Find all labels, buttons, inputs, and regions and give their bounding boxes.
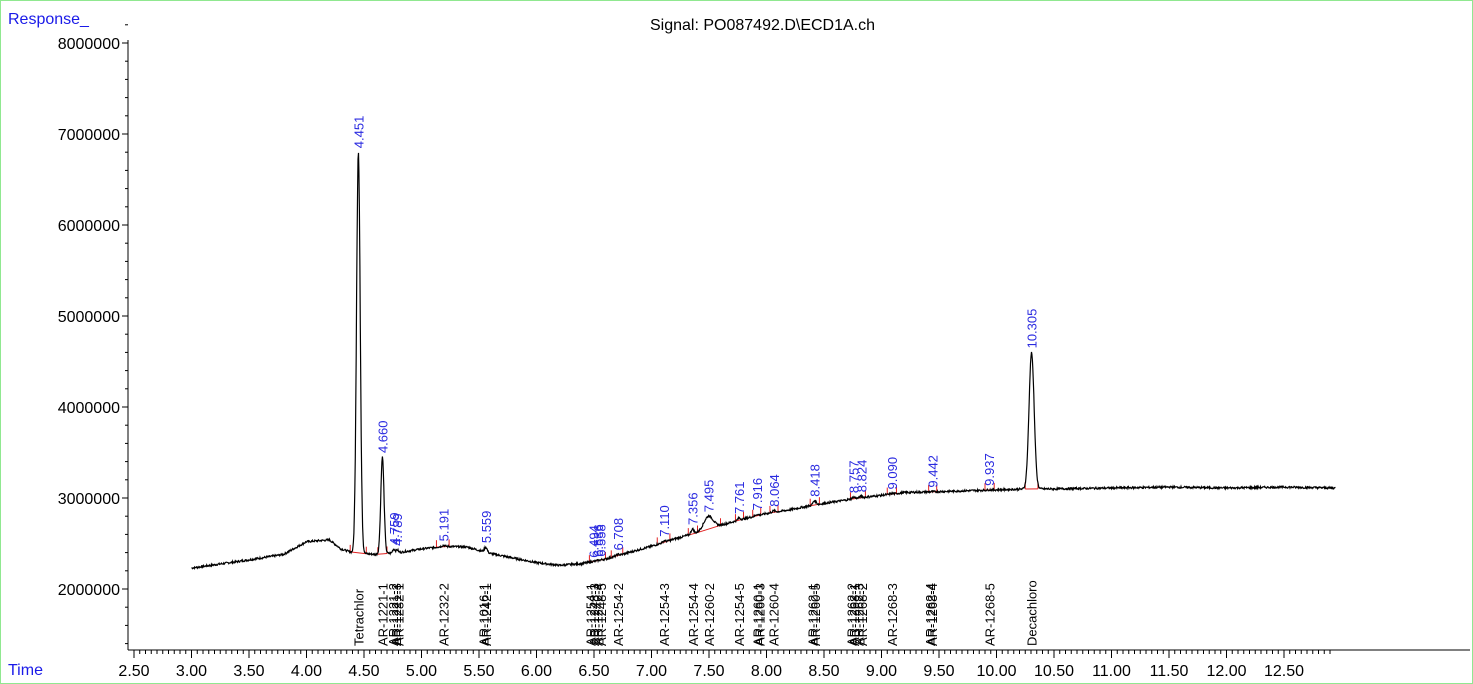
integration-baseline: [697, 524, 721, 534]
compound-label: AR-1268-2: [855, 583, 870, 646]
compound-label: AR-1268-5: [983, 583, 998, 646]
x-tick-label: 4.50: [348, 663, 379, 680]
x-tick-label: 3.50: [233, 663, 264, 680]
x-tick-label: 11.00: [1092, 663, 1131, 680]
compound-label: Decachloro: [1025, 580, 1040, 646]
x-tick-label: 7.00: [636, 663, 667, 680]
compound-label: Tetrachlor: [351, 588, 366, 646]
retention-time-label: 5.191: [436, 509, 451, 542]
y-tick-label: 7000000: [58, 127, 120, 144]
compound-label: AR-1254-4: [686, 583, 701, 646]
retention-time-label: 4.759: [387, 512, 402, 545]
x-tick-label: 12.00: [1206, 663, 1246, 680]
signal-line: [191, 152, 1336, 571]
x-tick-label: 8.50: [808, 663, 839, 680]
y-tick-label: 3000000: [58, 491, 120, 508]
compound-label: AR-1262-1: [806, 583, 821, 646]
compound-label: AR-1242-1: [479, 583, 494, 646]
compound-label: AR-1268-4: [925, 583, 940, 646]
compound-label: AR-1254-5: [732, 583, 747, 646]
x-tick-label: 7.50: [693, 663, 724, 680]
retention-time-label: 9.442: [925, 455, 940, 488]
x-tick-label: 5.50: [463, 663, 494, 680]
compound-label: AR-1254-3: [657, 583, 672, 646]
x-tick-label: 2.50: [118, 663, 149, 680]
compound-label: AR-1254-2: [611, 583, 626, 646]
retention-time-label: 6.708: [611, 518, 626, 551]
y-axis-title: Response_: [8, 11, 89, 28]
compound-label: AR-1221-3: [389, 583, 404, 646]
y-tick-label: 5000000: [58, 309, 120, 326]
x-tick-label: 10.00: [976, 663, 1016, 680]
axes: 2000000 3000000 4000000 5000000 6000000 70000…: [58, 24, 1470, 680]
retention-time-label: 7.495: [701, 480, 716, 513]
compound-label: AR-1260-3: [753, 583, 768, 646]
compound-label: AR-1260-1: [750, 583, 765, 646]
retention-time-label: 6.536: [591, 524, 606, 557]
signal-trace: [191, 152, 1336, 571]
retention-time-label: 5.559: [479, 511, 494, 544]
x-tick-label: 8.00: [751, 663, 782, 680]
retention-time-label: 4.451: [351, 116, 366, 149]
compound-label: AR-1016-1: [477, 583, 492, 646]
compound-label: AR-1248-3: [587, 583, 602, 646]
y-tick-label: 4000000: [58, 400, 120, 417]
compound-label: AR-1260-2: [702, 583, 717, 646]
compound-label: AR-1262-4: [923, 583, 938, 646]
x-axis-title: Time: [8, 662, 43, 679]
compound-label: AR-1232-1: [392, 583, 407, 646]
retention-time-label: 10.305: [1025, 309, 1040, 349]
retention-time-label: 7.356: [685, 492, 700, 525]
retention-time-label: 7.761: [732, 481, 747, 514]
compound-label: AR-1268-3: [885, 583, 900, 646]
retention-time-label: 8.418: [808, 464, 823, 497]
integration-baseline: [377, 553, 388, 555]
retention-time-label: 8.824: [854, 460, 869, 493]
y-tick-label: 6000000: [58, 218, 120, 235]
x-tick-label: 6.50: [578, 663, 609, 680]
retention-time-label: 7.916: [750, 478, 765, 511]
compound-label: AR-1262-2: [845, 583, 860, 646]
compound-label: AR-1248-5: [594, 583, 609, 646]
chart-title: Signal: PO087492.D\ECD1A.ch: [650, 17, 876, 34]
retention-time-label: 6.494: [586, 525, 601, 558]
retention-time-label: 6.558: [594, 524, 609, 557]
x-tick-label: 4.00: [291, 663, 322, 680]
compound-label: AR-1221-2: [386, 583, 401, 646]
retention-time-label: 7.110: [657, 505, 672, 537]
compound-label: AR-1260-5: [808, 583, 823, 646]
compound-label: AR-1262-3: [852, 583, 867, 646]
x-tick-label: 3.00: [176, 663, 207, 680]
y-tick-label: 8000000: [58, 36, 120, 53]
retention-time-label: 9.090: [885, 457, 900, 490]
compound-label: AR-1232-2: [436, 583, 451, 646]
compound-label: AR-1221-1: [375, 583, 390, 646]
compound-labels: Tetrachlor AR-1221-1AR-1221-2AR-1221-3AR-…: [351, 580, 1039, 646]
x-tick-label: 12.50: [1264, 663, 1304, 680]
retention-time-label: 4.789: [390, 513, 405, 546]
compound-label: AR-1254-1: [584, 583, 599, 646]
y-tick-label: 2000000: [58, 582, 120, 599]
x-tick-label: 9.00: [866, 663, 897, 680]
compound-label: AR-1242-4: [590, 583, 605, 646]
compound-label: AR-1260-4: [766, 583, 781, 646]
integration-baseline: [350, 551, 367, 555]
compound-label: AR-1268-1: [847, 583, 862, 646]
x-tick-label: 9.50: [923, 663, 954, 680]
x-tick-label: 5.00: [406, 663, 437, 680]
retention-time-label: 9.937: [982, 453, 997, 486]
retention-time-label: 8.757: [847, 461, 862, 494]
x-tick-label: 6.00: [521, 663, 552, 680]
retention-time-label: 8.064: [767, 474, 782, 507]
retention-time-label: 4.660: [375, 421, 390, 454]
x-tick-label: 10.50: [1034, 663, 1074, 680]
x-tick-label: 11.50: [1150, 663, 1189, 680]
